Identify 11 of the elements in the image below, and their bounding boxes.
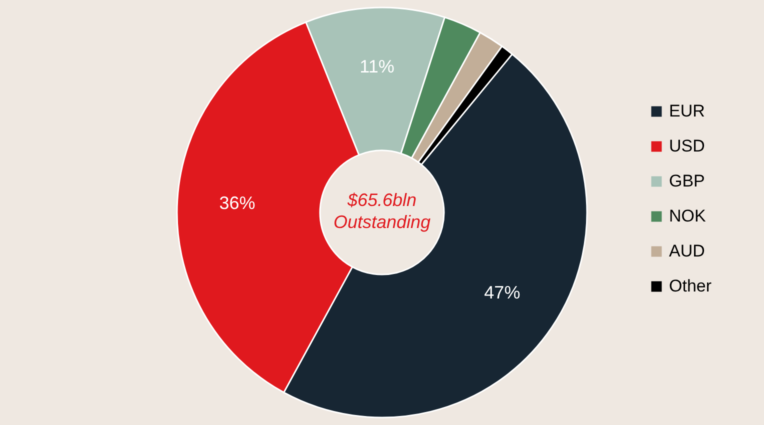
data-label: 36% [219, 192, 256, 213]
data-label: 47% [484, 282, 520, 303]
legend-label: USD [669, 136, 705, 156]
text: $65.6bln [346, 190, 417, 210]
legend-label: AUD [669, 242, 705, 260]
legend-label: Other [669, 276, 712, 296]
data-label: 11% [360, 56, 394, 77]
legend-label: EUR [669, 102, 705, 120]
legend-label: NOK [669, 206, 706, 226]
text: Outstanding [333, 212, 431, 232]
legend-label: GBP [669, 172, 705, 190]
